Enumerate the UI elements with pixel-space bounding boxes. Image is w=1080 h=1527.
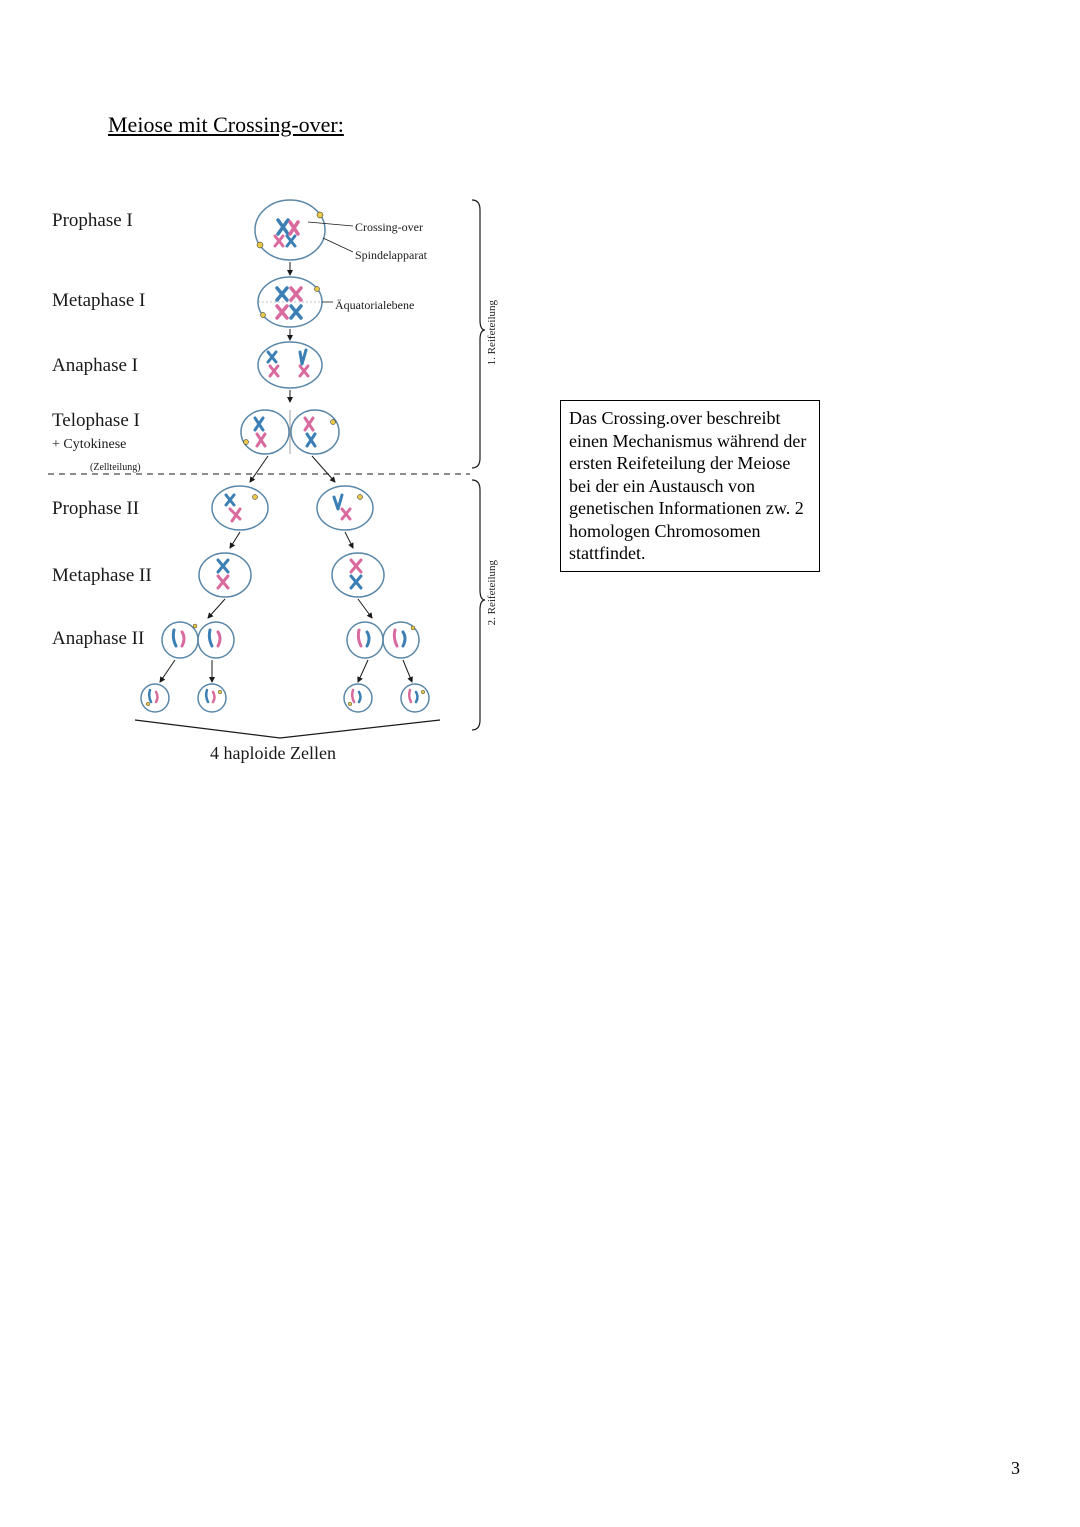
bracket-label-r2: 2. Reifeteilung xyxy=(486,560,498,625)
label-telophase-1: Telophase I + Cytokinese (Zellteilung) xyxy=(52,410,141,476)
label-metaphase-2: Metaphase II xyxy=(52,565,152,587)
page-title: Meiose mit Crossing-over: xyxy=(108,112,344,138)
meiosis-diagram: Prophase I Metaphase I Anaphase I Teloph… xyxy=(40,190,510,770)
telophase-1-text: Telophase I xyxy=(52,410,140,431)
zellteilung-text: (Zellteilung) xyxy=(90,462,141,473)
definition-box: Das Crossing.over beschreibt einen Mecha… xyxy=(560,400,820,572)
meiosis-svg xyxy=(40,190,510,770)
annot-crossing-over: Crossing-over xyxy=(355,220,423,235)
label-prophase-2: Prophase II xyxy=(52,498,139,520)
bracket-label-r1: 1. Reifeteilung xyxy=(486,300,498,365)
label-metaphase-1: Metaphase I xyxy=(52,290,145,312)
annot-spindle: Spindelapparat xyxy=(355,248,427,263)
label-anaphase-1: Anaphase I xyxy=(52,355,138,377)
annot-equatorial: Äquatorialebene xyxy=(335,298,414,313)
cytokinesis-text: + Cytokinese xyxy=(52,437,126,452)
page-number: 3 xyxy=(1011,1458,1020,1479)
label-prophase-1: Prophase I xyxy=(52,210,133,232)
label-anaphase-2: Anaphase II xyxy=(52,628,144,650)
result-label: 4 haploide Zellen xyxy=(210,743,336,764)
